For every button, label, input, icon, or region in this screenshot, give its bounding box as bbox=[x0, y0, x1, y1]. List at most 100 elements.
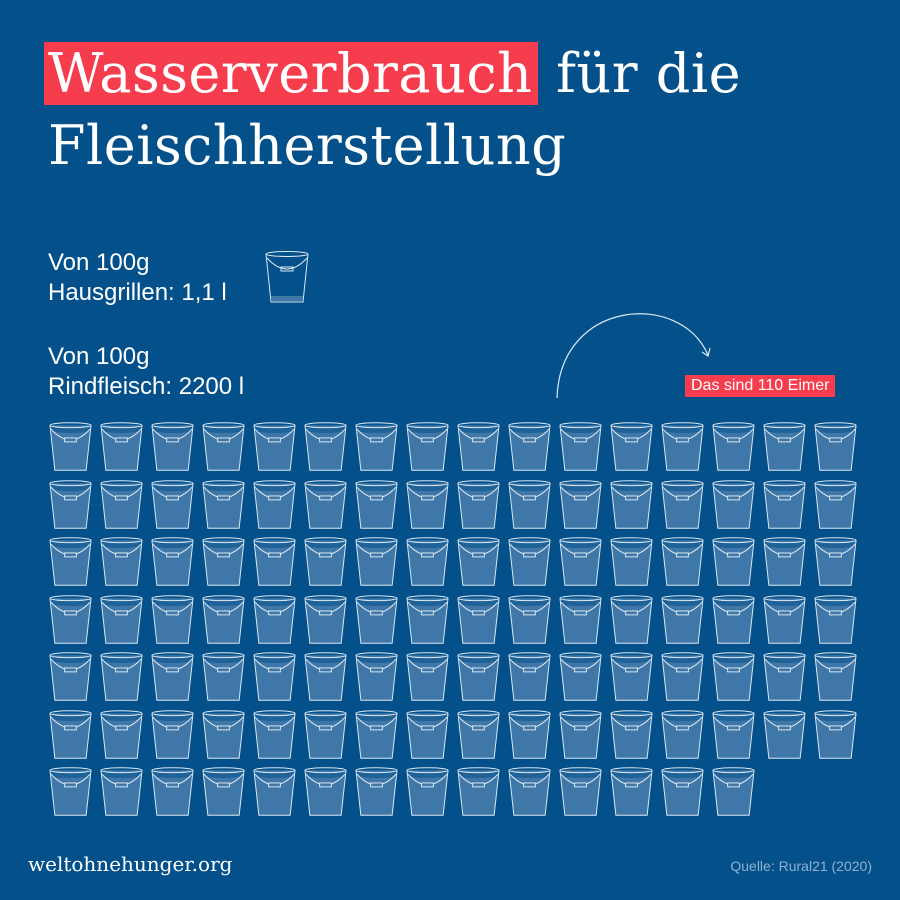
beef-line2: Rindfleisch: 2200 l bbox=[48, 373, 245, 400]
bucket-icon bbox=[48, 536, 93, 588]
bucket-icon bbox=[252, 479, 297, 531]
bucket-icon bbox=[558, 594, 603, 646]
bucket-icon bbox=[99, 594, 144, 646]
bucket-icon bbox=[711, 536, 756, 588]
page-title: Wasserverbrauch für die Fleischherstellu… bbox=[44, 38, 742, 182]
bucket-icon bbox=[354, 651, 399, 703]
bucket-icon bbox=[762, 651, 807, 703]
bucket-icon bbox=[201, 651, 246, 703]
bucket-icon bbox=[354, 536, 399, 588]
bucket-icon bbox=[813, 536, 858, 588]
bucket-icon bbox=[303, 536, 348, 588]
bucket-icon bbox=[660, 479, 705, 531]
bucket-icon bbox=[48, 479, 93, 531]
bucket-icon bbox=[762, 421, 807, 473]
bucket-icon bbox=[456, 766, 501, 818]
bucket-icon bbox=[558, 421, 603, 473]
bucket-icon bbox=[354, 421, 399, 473]
source-note: Quelle: Rural21 (2020) bbox=[730, 858, 872, 874]
bucket-icon bbox=[150, 421, 195, 473]
bucket-icon bbox=[762, 479, 807, 531]
bucket-icon bbox=[507, 594, 552, 646]
bucket-icon bbox=[813, 651, 858, 703]
bucket-icon bbox=[405, 766, 450, 818]
bucket-icon bbox=[252, 421, 297, 473]
bucket-icon bbox=[711, 709, 756, 761]
bucket-icon bbox=[609, 421, 654, 473]
bucket-icon bbox=[609, 536, 654, 588]
bucket-icon bbox=[660, 421, 705, 473]
bucket-icon bbox=[48, 421, 93, 473]
bucket-icon bbox=[201, 421, 246, 473]
bucket-icon bbox=[456, 709, 501, 761]
crickets-line1: Von 100g bbox=[48, 249, 150, 276]
bucket-icon bbox=[609, 479, 654, 531]
bucket-icon bbox=[558, 651, 603, 703]
bucket-icon bbox=[660, 766, 705, 818]
bucket-icon bbox=[711, 594, 756, 646]
bucket-icon bbox=[711, 421, 756, 473]
bucket-icon bbox=[456, 479, 501, 531]
bucket-icon bbox=[354, 709, 399, 761]
bucket-icon bbox=[456, 594, 501, 646]
bucket-icon bbox=[354, 766, 399, 818]
bucket-icon bbox=[354, 479, 399, 531]
crickets-label: Von 100g Hausgrillen: 1,1 l bbox=[48, 248, 227, 308]
bucket-icon bbox=[99, 709, 144, 761]
bucket-icon bbox=[150, 479, 195, 531]
bucket-icon bbox=[303, 766, 348, 818]
bucket-icon bbox=[456, 421, 501, 473]
bucket-icon bbox=[507, 709, 552, 761]
bucket-icon bbox=[813, 421, 858, 473]
bucket-icon bbox=[609, 766, 654, 818]
brand-logo: weltohnehunger.org bbox=[28, 852, 233, 876]
bucket-icon bbox=[252, 651, 297, 703]
bucket-icon bbox=[711, 479, 756, 531]
bucket-icon bbox=[813, 479, 858, 531]
bucket-icon bbox=[558, 479, 603, 531]
bucket-icon bbox=[660, 651, 705, 703]
bucket-icon bbox=[303, 651, 348, 703]
bucket-icon bbox=[252, 766, 297, 818]
bucket-icon bbox=[303, 479, 348, 531]
bucket-icon bbox=[405, 421, 450, 473]
bucket-icon bbox=[660, 536, 705, 588]
bucket-icon bbox=[99, 536, 144, 588]
bucket-icon bbox=[405, 479, 450, 531]
bucket-icon bbox=[201, 479, 246, 531]
crickets-line2: Hausgrillen: 1,1 l bbox=[48, 279, 227, 306]
bucket-icon bbox=[48, 651, 93, 703]
bucket-icon bbox=[303, 594, 348, 646]
bucket-icon bbox=[609, 709, 654, 761]
bucket-icon bbox=[201, 709, 246, 761]
title-highlight: Wasserverbrauch bbox=[44, 42, 539, 105]
bucket-icon bbox=[507, 651, 552, 703]
bucket-icon bbox=[252, 709, 297, 761]
bucket-icon bbox=[762, 594, 807, 646]
title-line2: Fleischherstellung bbox=[48, 114, 567, 177]
bucket-icon bbox=[558, 709, 603, 761]
bucket-icon bbox=[507, 536, 552, 588]
bucket-icon bbox=[99, 651, 144, 703]
bucket-icon bbox=[762, 709, 807, 761]
bucket-icon bbox=[150, 594, 195, 646]
title-rest: für die bbox=[538, 42, 742, 105]
bucket-icon bbox=[507, 766, 552, 818]
bucket-icon bbox=[48, 766, 93, 818]
bucket-icon bbox=[303, 421, 348, 473]
bucket-icon bbox=[201, 536, 246, 588]
bucket-icon bbox=[711, 651, 756, 703]
bucket-icon bbox=[150, 651, 195, 703]
bucket-icon bbox=[150, 709, 195, 761]
bucket-icon bbox=[48, 594, 93, 646]
beef-line1: Von 100g bbox=[48, 343, 150, 370]
bucket-icon bbox=[762, 536, 807, 588]
bucket-icon bbox=[99, 766, 144, 818]
bucket-icon bbox=[660, 709, 705, 761]
bucket-icon bbox=[405, 651, 450, 703]
arrow-arc-icon bbox=[556, 313, 711, 399]
bucket-icon bbox=[405, 594, 450, 646]
bucket-icon bbox=[660, 594, 705, 646]
bucket-icon bbox=[405, 536, 450, 588]
bucket-icon bbox=[456, 651, 501, 703]
